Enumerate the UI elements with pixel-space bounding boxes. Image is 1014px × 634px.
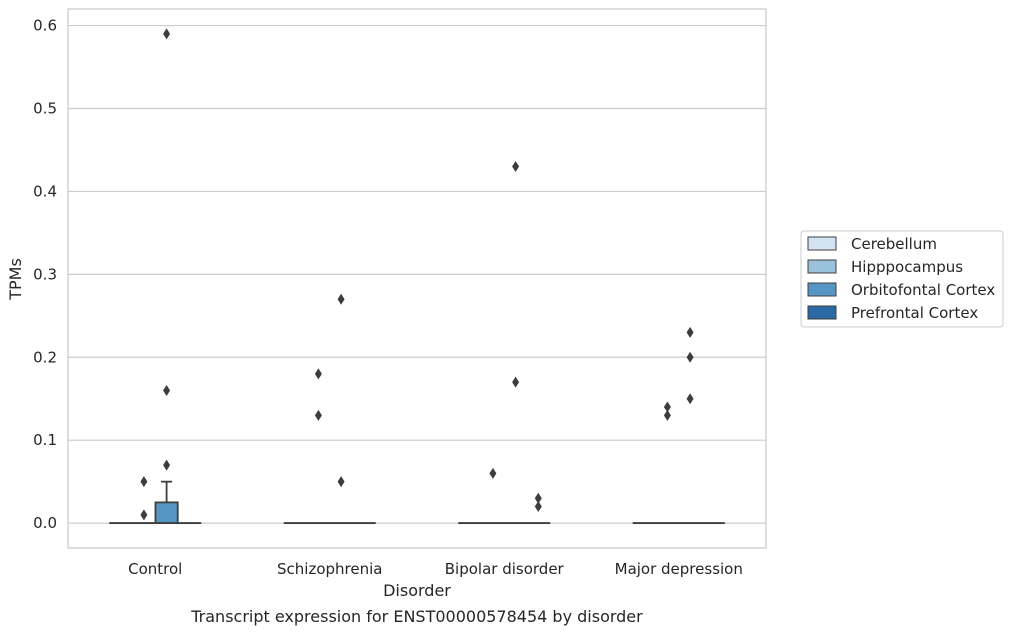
- plot-frame: [67, 8, 767, 549]
- x-axis-label: Disorder: [383, 581, 451, 600]
- outlier-point: [686, 326, 694, 338]
- outliers: [140, 28, 694, 521]
- gridlines: [68, 24, 766, 524]
- legend-swatch: [807, 236, 837, 251]
- outlier-point: [337, 293, 345, 305]
- legend-label: Prefrontal Cortex: [851, 304, 978, 322]
- x-tick-label: Major depression: [615, 560, 743, 578]
- outlier-point: [686, 351, 694, 363]
- outlier-point: [140, 509, 148, 521]
- outlier-point: [534, 501, 542, 513]
- outlier-point: [663, 409, 671, 421]
- outlier-point: [512, 376, 520, 388]
- y-tick-label: 0.6: [33, 17, 57, 35]
- x-tick-label: Bipolar disorder: [445, 560, 565, 578]
- y-tick-label: 0.1: [33, 431, 57, 449]
- x-tick-label: Schizophrenia: [277, 560, 382, 578]
- y-tick-label: 0.3: [33, 265, 57, 283]
- y-axis-label: TPMs: [6, 258, 25, 301]
- outlier-point: [686, 393, 694, 405]
- outlier-point: [140, 476, 148, 488]
- legend-frame: [800, 230, 1004, 328]
- outlier-point: [163, 459, 171, 471]
- y-tick-labels: 0.0 0.1 0.2 0.3 0.4 0.5 0.6: [33, 17, 57, 533]
- x-tick-label: Control: [128, 560, 182, 578]
- outlier-point: [663, 401, 671, 413]
- outlier-point: [314, 368, 322, 380]
- outlier-point: [489, 467, 497, 479]
- legend-label: Orbitofontal Cortex: [851, 281, 995, 299]
- legend-swatch: [807, 305, 837, 320]
- y-tick-label: 0.0: [33, 514, 57, 532]
- legend-label: Hipppocampus: [851, 258, 963, 276]
- outlier-point: [534, 492, 542, 504]
- outlier-point: [163, 28, 171, 40]
- legend: Cerebellum Hipppocampus Orbitofontal Corte…: [800, 230, 1004, 328]
- outlier-point: [314, 409, 322, 421]
- legend-label: Cerebellum: [851, 235, 937, 253]
- boxes: [109, 480, 725, 525]
- box: [154, 501, 179, 525]
- outlier-point: [163, 384, 171, 396]
- outlier-point: [337, 476, 345, 488]
- y-tick-label: 0.2: [33, 348, 57, 366]
- y-tick-label: 0.4: [33, 182, 57, 200]
- legend-swatch: [807, 259, 837, 274]
- legend-swatch: [807, 282, 837, 297]
- y-tick-label: 0.5: [33, 100, 57, 118]
- outlier-point: [512, 161, 520, 173]
- chart-title: Transcript expression for ENST0000057845…: [190, 607, 643, 626]
- x-tick-labels: Control Schizophrenia Bipolar disorder Majo…: [128, 560, 743, 578]
